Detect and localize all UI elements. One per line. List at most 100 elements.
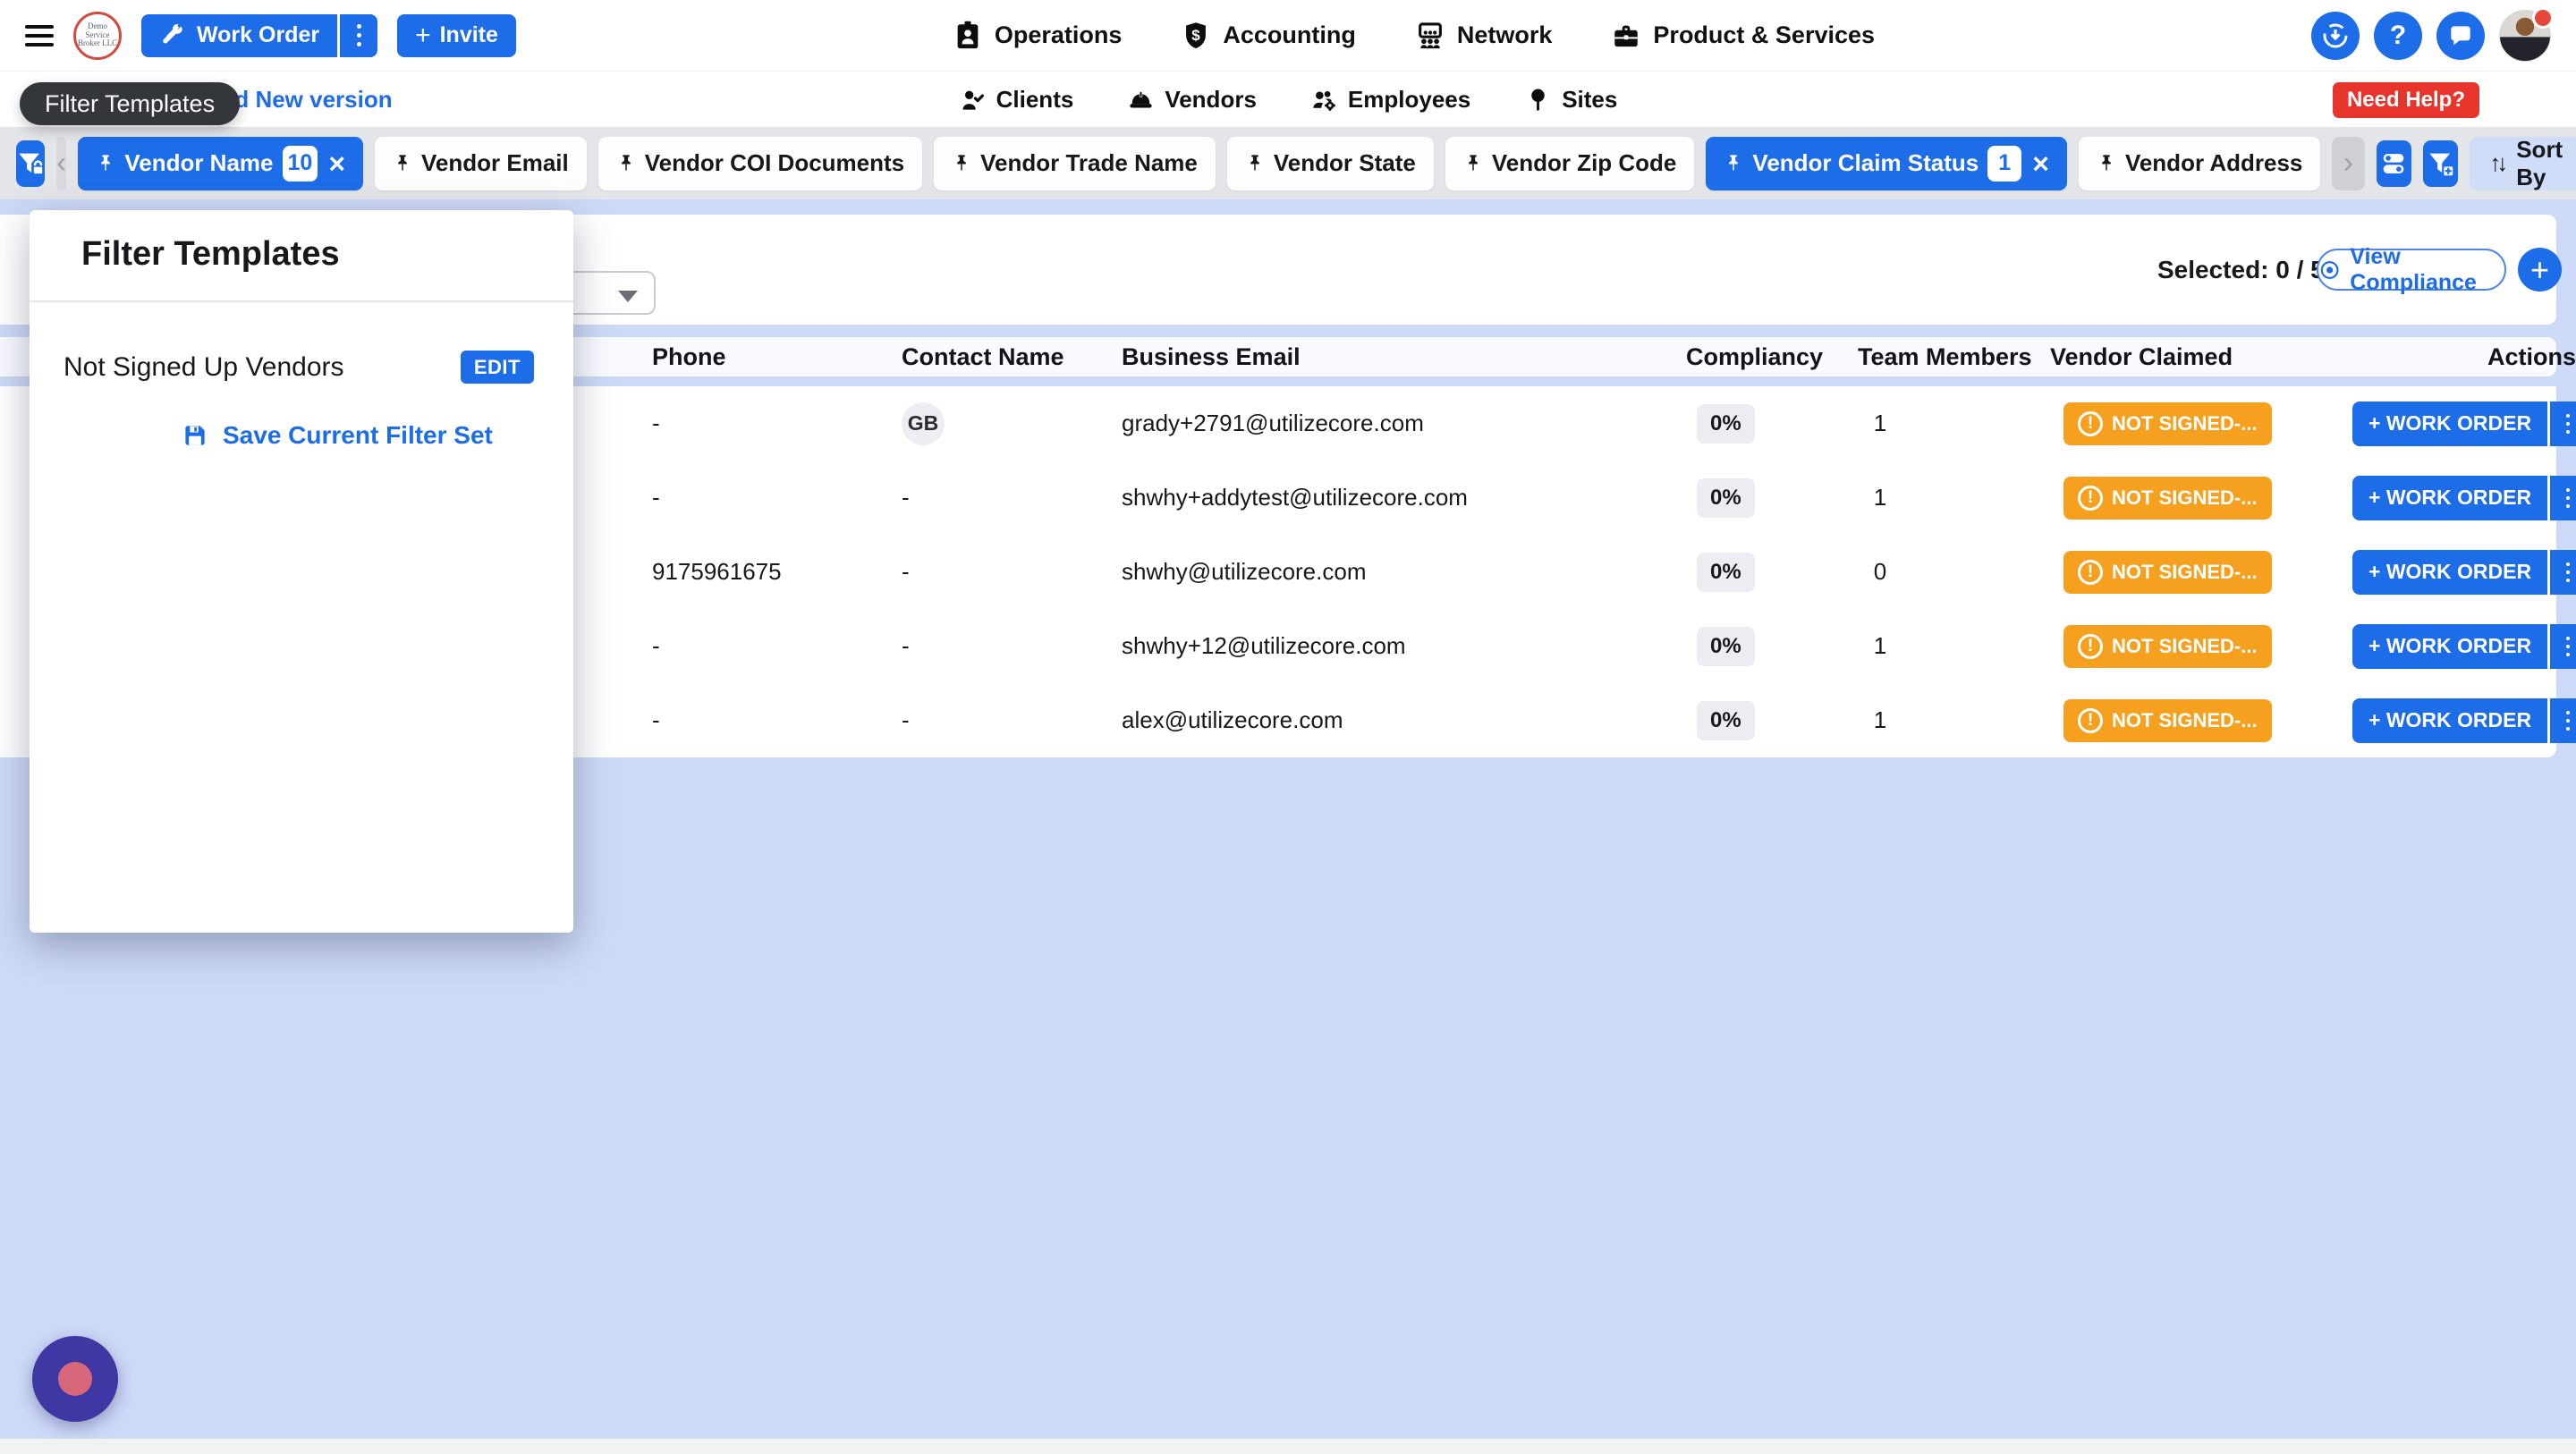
save-current-filter-set[interactable]: Save Current Filter Set — [30, 421, 573, 450]
create-work-order-button[interactable]: + WORK ORDER — [2368, 708, 2532, 731]
chevron-left-icon[interactable]: ‹ — [56, 136, 67, 190]
updates-button[interactable] — [2311, 11, 2360, 60]
cell-contact: - — [902, 484, 910, 511]
cell-phone: - — [652, 410, 660, 436]
user-avatar[interactable] — [2499, 6, 2554, 62]
card-view-button[interactable] — [2376, 139, 2411, 187]
column-header-team-members[interactable]: Team Members — [1858, 342, 2032, 370]
close-icon[interactable]: × — [2032, 147, 2049, 180]
chip-label: Vendor Email — [421, 149, 569, 176]
nav-label: Product & Services — [1653, 21, 1876, 48]
cell-compliancy: 0% — [1697, 683, 1755, 757]
person-check-icon — [962, 90, 984, 110]
filter-templates-tooltip: Filter Templates — [20, 82, 241, 125]
work-order-more-button[interactable] — [340, 14, 377, 57]
save-filter-set-label: Save Current Filter Set — [223, 421, 493, 449]
table-row[interactable]: - - shwhy+12@utilizecore.com 0% 1 ! NOT … — [0, 609, 2576, 683]
view-compliance-button[interactable]: View Compliance — [2317, 244, 2506, 295]
edit-template-button[interactable]: EDIT — [460, 351, 534, 384]
chip-label: Vendor Address — [2124, 149, 2303, 176]
not-signed-badge[interactable]: ! NOT SIGNED-... — [2063, 698, 2272, 742]
sort-by-button[interactable]: ↑↓ Sort By — [2470, 136, 2576, 190]
row-work-order-button-group: + WORK ORDER — [2352, 623, 2576, 669]
primary-nav: Operations $ Accounting Network — [516, 21, 2311, 51]
nav-item-employees[interactable]: Employees — [1310, 86, 1470, 114]
create-work-order-button[interactable]: + WORK ORDER — [2368, 634, 2532, 657]
cell-actions: + WORK ORDER — [2352, 683, 2576, 757]
hamburger-menu-icon[interactable] — [25, 24, 54, 46]
filter-chip-vendor-zip-code[interactable]: Vendor Zip Code — [1445, 136, 1695, 190]
pushpin-icon — [2102, 154, 2111, 171]
filter-chip-vendor-trade-name[interactable]: Vendor Trade Name — [934, 136, 1216, 190]
chat-button[interactable] — [2436, 11, 2485, 60]
column-header-phone[interactable]: Phone — [652, 342, 726, 370]
nav-item-operations[interactable]: Operations — [953, 21, 1123, 51]
need-help-button[interactable]: Need Help? — [2332, 82, 2479, 118]
button-divider — [2547, 623, 2551, 669]
filter-chip-vendor-name[interactable]: Vendor Name 10 × — [78, 136, 363, 190]
table-row[interactable]: - GB grady+2791@utilizecore.com 0% 1 ! N… — [0, 386, 2576, 461]
table-row[interactable]: - - alex@utilizecore.com 0% 1 ! NOT SIGN… — [0, 683, 2576, 757]
pushpin-icon — [1729, 154, 1739, 171]
not-signed-badge[interactable]: ! NOT SIGNED-... — [2063, 402, 2272, 445]
not-signed-badge[interactable]: ! NOT SIGNED-... — [2063, 550, 2272, 594]
row-more-button[interactable] — [2550, 476, 2576, 520]
column-header-contact-name[interactable]: Contact Name — [902, 342, 1064, 370]
contact-avatar: GB — [902, 402, 945, 445]
logo-text: Demo Service Broker LLC — [77, 21, 118, 48]
not-signed-badge[interactable]: ! NOT SIGNED-... — [2063, 624, 2272, 668]
filter-chip-vendor-coi-documents[interactable]: Vendor COI Documents — [597, 136, 923, 190]
add-filter-button[interactable] — [2422, 139, 2459, 187]
nav-item-accounting[interactable]: $ Accounting — [1181, 21, 1356, 51]
divider — [30, 300, 573, 302]
template-list-item[interactable]: Not Signed Up Vendors EDIT — [30, 351, 573, 384]
create-work-order-button[interactable]: + WORK ORDER — [2368, 411, 2532, 435]
nav-item-vendors[interactable]: Vendors — [1127, 86, 1257, 114]
bottom-scrollbar-track[interactable] — [0, 1438, 2576, 1454]
briefcase-icon — [1614, 25, 1639, 46]
nav-item-network[interactable]: Network — [1415, 21, 1552, 51]
nav-label: Operations — [994, 21, 1123, 48]
kebab-icon — [2566, 710, 2571, 731]
row-more-button[interactable] — [2550, 550, 2576, 595]
cell-team-members: 1 — [1873, 706, 1887, 733]
kebab-icon — [2566, 636, 2571, 656]
filter-chip-vendor-claim-status[interactable]: Vendor Claim Status 1 × — [1706, 136, 2067, 190]
chip-label: Vendor Trade Name — [980, 149, 1198, 176]
column-header-business-email[interactable]: Business Email — [1122, 342, 1301, 370]
create-work-order-button[interactable]: + WORK ORDER — [2368, 486, 2532, 509]
column-header-vendor-claimed[interactable]: Vendor Claimed — [2050, 342, 2233, 370]
invite-button[interactable]: + Invite — [397, 13, 516, 57]
column-header-compliancy[interactable]: Compliancy — [1686, 342, 1824, 370]
compliancy-badge: 0% — [1697, 478, 1755, 518]
filter-templates-button[interactable] — [16, 139, 45, 187]
compliancy-badge: 0% — [1697, 700, 1755, 740]
table-row[interactable]: - - shwhy+addytest@utilizecore.com 0% 1 … — [0, 461, 2576, 535]
chevron-right-icon[interactable]: › — [2332, 136, 2365, 190]
filter-chip-vendor-state[interactable]: Vendor State — [1226, 136, 1434, 190]
company-logo[interactable]: Demo Service Broker LLC — [73, 11, 122, 60]
create-work-order-button[interactable]: + WORK ORDER — [2368, 560, 2532, 583]
cell-actions: + WORK ORDER — [2352, 386, 2576, 461]
filter-templates-panel: Filter Templates Not Signed Up Vendors E… — [30, 210, 573, 933]
session-record-button[interactable] — [32, 1336, 118, 1422]
row-more-button[interactable] — [2550, 698, 2576, 743]
table-row[interactable]: 9175961675 - shwhy@utilizecore.com 0% 0 … — [0, 535, 2576, 609]
chat-bubble-icon — [2451, 25, 2470, 45]
filter-chip-vendor-address[interactable]: Vendor Address — [2078, 136, 2321, 190]
row-more-button[interactable] — [2550, 624, 2576, 669]
cell-team-members: 1 — [1873, 410, 1887, 436]
add-vendor-button[interactable]: + — [2518, 248, 2562, 292]
nav-item-sites[interactable]: Sites — [1524, 86, 1617, 114]
help-button[interactable]: ? — [2374, 11, 2422, 60]
close-icon[interactable]: × — [328, 147, 345, 180]
compliancy-badge: 0% — [1697, 552, 1755, 592]
work-order-button[interactable]: Work Order — [141, 14, 337, 57]
nav-item-product-services[interactable]: Product & Services — [1611, 21, 1875, 51]
filter-lock-icon — [19, 153, 44, 174]
top-app-bar: Demo Service Broker LLC Work Order + Inv… — [0, 0, 2576, 72]
row-more-button[interactable] — [2550, 402, 2576, 446]
not-signed-badge[interactable]: ! NOT SIGNED-... — [2063, 476, 2272, 520]
filter-chip-vendor-email[interactable]: Vendor Email — [375, 136, 587, 190]
nav-item-clients[interactable]: Clients — [959, 86, 1073, 114]
